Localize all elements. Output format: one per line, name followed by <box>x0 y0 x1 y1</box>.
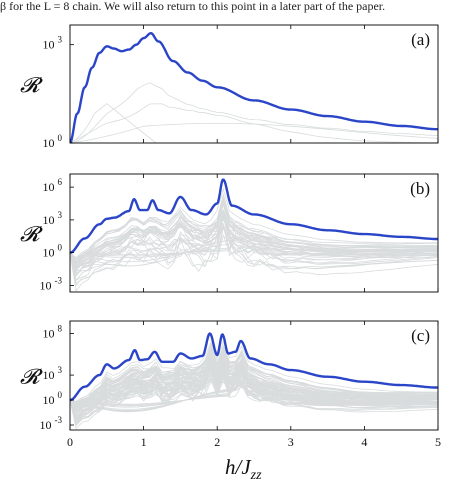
y-tick-exponent: 3 <box>58 210 63 220</box>
background-curves <box>70 340 438 430</box>
y-tick-base: 10 <box>40 418 55 432</box>
y-tick-label: 10 0 <box>43 243 63 260</box>
background-curve <box>70 354 438 408</box>
figure-caption-fragment: β for the L = 8 chain. We will also retu… <box>0 0 386 13</box>
background-curve <box>70 199 438 266</box>
y-tick-base: 10 <box>43 326 58 340</box>
x-tick-label: 2 <box>214 435 220 449</box>
y-tick-exponent: 3 <box>58 365 63 375</box>
y-tick-exponent: 0 <box>58 243 63 253</box>
background-curve <box>70 370 438 426</box>
y-tick-base: 10 <box>43 393 58 407</box>
background-curve <box>70 212 438 269</box>
background-curve <box>70 103 438 143</box>
y-tick-label: 10 -3 <box>40 415 63 432</box>
y-tick-base: 10 <box>43 136 58 150</box>
background-curves <box>70 187 438 292</box>
background-curve <box>70 209 438 264</box>
y-tick-label: 10 3 <box>43 365 63 382</box>
background-curve <box>70 368 438 418</box>
background-curve <box>70 347 438 405</box>
y-tick-exponent: -3 <box>55 415 63 425</box>
main-series-line <box>70 178 438 254</box>
y-tick-label: 10 0 <box>43 390 63 407</box>
y-axis-label: 𝓡 <box>20 222 43 246</box>
background-curve <box>70 215 438 265</box>
y-tick-label: 10 0 <box>43 133 63 150</box>
background-curve <box>70 220 438 260</box>
y-tick-label: 10 6 <box>43 177 63 194</box>
background-curve <box>70 103 438 143</box>
panel-label: (a) <box>411 30 430 49</box>
y-tick-exponent: -3 <box>55 275 63 285</box>
background-curve <box>70 82 438 143</box>
y-tick-base: 10 <box>43 213 58 227</box>
panel-2: 10 -310 010 310 6𝓡(b) <box>20 173 439 293</box>
axes-frame <box>69 173 439 293</box>
background-curve <box>70 368 438 416</box>
axes-frame <box>69 24 439 144</box>
x-tick-label: 0 <box>67 435 73 449</box>
x-axis-label: h/Jzz <box>225 455 262 479</box>
background-curve <box>70 345 438 404</box>
main-series-line <box>70 332 438 402</box>
background-curve <box>70 222 438 276</box>
y-tick-exponent: 6 <box>58 177 63 187</box>
y-tick-base: 10 <box>43 180 58 194</box>
y-axis-label: 𝓡 <box>20 365 43 389</box>
y-tick-base: 10 <box>43 246 58 260</box>
panel-3: 0 1 2 3 4 510 -310 010 310 8𝓡(c) <box>20 320 441 449</box>
background-curve <box>70 357 438 414</box>
x-axis-label-main: h/J <box>225 455 252 479</box>
panel-label: (c) <box>411 326 430 345</box>
x-axis-label-sub: zz <box>250 468 262 479</box>
background-curve <box>70 198 438 264</box>
main-series-line <box>70 32 438 143</box>
panel-label: (b) <box>410 179 430 198</box>
axes-frame <box>69 320 439 431</box>
background-curve <box>70 367 438 426</box>
background-curve <box>70 122 438 143</box>
y-tick-base: 10 <box>43 368 58 382</box>
y-tick-base: 10 <box>43 38 58 52</box>
x-tick-label: 1 <box>141 435 147 449</box>
background-curves <box>70 82 438 143</box>
panel-1: 10 010 3𝓡(a) <box>20 24 439 150</box>
x-tick-label: 3 <box>288 435 294 449</box>
background-curve <box>70 362 438 408</box>
y-tick-label: 10 3 <box>43 35 63 52</box>
background-curve <box>70 358 438 409</box>
y-tick-exponent: 8 <box>58 323 63 333</box>
y-tick-exponent: 3 <box>58 35 63 45</box>
x-tick-label: 4 <box>361 435 367 449</box>
y-tick-base: 10 <box>40 278 55 292</box>
background-curve <box>70 216 438 269</box>
background-curve <box>70 200 438 260</box>
y-tick-label: 10 -3 <box>40 275 63 292</box>
background-curve <box>70 192 438 259</box>
background-curve <box>70 187 438 259</box>
y-axis-label: 𝓡 <box>20 73 43 97</box>
y-tick-exponent: 0 <box>58 390 63 400</box>
y-tick-label: 10 3 <box>43 210 63 227</box>
x-tick-label: 5 <box>435 435 441 449</box>
background-curve <box>70 224 438 274</box>
y-tick-label: 10 8 <box>43 323 63 340</box>
background-curve <box>70 214 438 277</box>
background-curve <box>70 340 438 402</box>
y-tick-exponent: 0 <box>58 133 63 143</box>
